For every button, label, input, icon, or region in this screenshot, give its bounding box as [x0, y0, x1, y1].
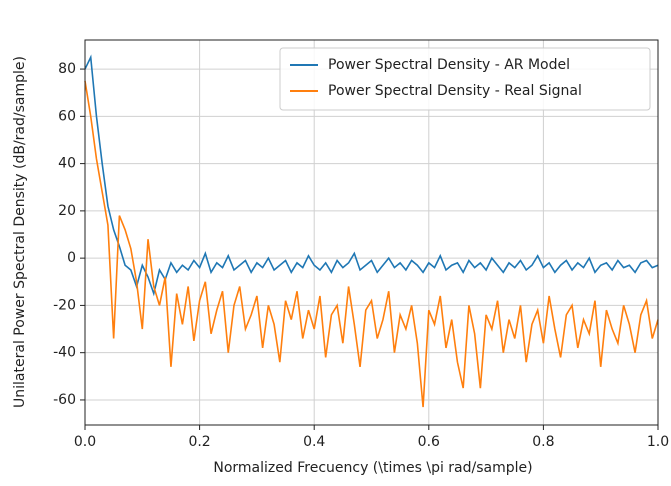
y-tick-label: -60 [53, 392, 76, 408]
y-tick-label: 80 [58, 61, 76, 77]
x-axis-label: Normalized Frecuency (\times \pi rad/sam… [213, 460, 532, 476]
y-tick-label: 20 [58, 203, 76, 219]
series-line [84, 54, 659, 297]
legend-box [279, 47, 651, 111]
x-tick-label: 1.0 [647, 434, 669, 450]
x-tick-label: 0.0 [74, 434, 96, 450]
y-tick-label: -20 [53, 297, 76, 313]
x-tick-label: 0.8 [532, 434, 554, 450]
y-tick-label: -40 [53, 345, 76, 361]
legend-label: Power Spectral Density - Real Signal [328, 83, 582, 99]
y-tick-label: 60 [58, 108, 76, 124]
series-line [84, 80, 659, 408]
x-tick-label: 0.2 [188, 434, 210, 450]
y-axis-label: Unilateral Power Spectral Density (dB/ra… [12, 56, 28, 408]
x-tick-label: 0.4 [303, 434, 325, 450]
y-tick-label: 40 [58, 156, 76, 172]
x-tick-label: 0.6 [418, 434, 440, 450]
y-tick-label: 0 [67, 250, 76, 266]
legend-label: Power Spectral Density - AR Model [328, 57, 570, 73]
plot-frame [84, 39, 659, 426]
legend: Power Spectral Density - AR Model Power S… [279, 47, 651, 111]
